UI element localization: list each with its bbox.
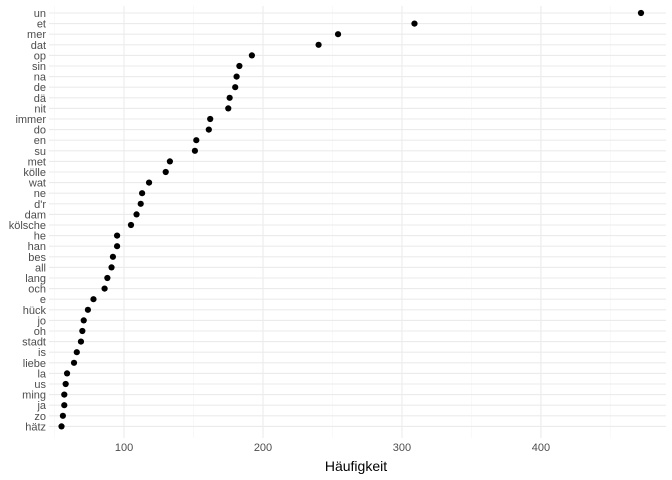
y-tick-label: en	[34, 135, 46, 147]
x-tick-label: 100	[115, 442, 133, 454]
x-axis-tick-labels: 100 200 300 400	[115, 442, 550, 454]
data-point-ja	[61, 402, 68, 409]
data-point-la	[63, 370, 71, 377]
y-tick-label: ming	[22, 390, 46, 402]
y-tick-label: mer	[27, 29, 46, 41]
data-point-lang	[104, 274, 111, 282]
y-tick-label: nit	[34, 103, 46, 115]
y-tick-label: hück	[23, 305, 47, 317]
y-tick-label: han	[28, 241, 46, 253]
x-axis-title: Häufigkeit	[325, 458, 387, 474]
y-tick-label: jo	[36, 315, 46, 327]
data-point-ming	[61, 391, 68, 398]
x-tick-label: 300	[393, 442, 411, 454]
y-tick-label: dat	[31, 40, 46, 52]
gridlines	[49, 6, 666, 438]
y-tick-label: do	[34, 125, 46, 137]
y-tick-label: liebe	[23, 358, 46, 370]
data-point-su	[191, 147, 199, 154]
data-point-ne	[139, 190, 146, 197]
data-point-he	[113, 232, 121, 239]
y-tick-label: dä	[34, 93, 47, 105]
y-tick-label: oh	[34, 326, 46, 338]
y-axis-tick-labels: unetmerdatopsinnadedänitimmerdoensumetkö…	[9, 8, 47, 433]
y-tick-label: su	[34, 146, 46, 158]
data-point-do	[205, 126, 212, 133]
data-point-na	[233, 73, 240, 80]
y-tick-label: la	[37, 368, 46, 380]
y-tick-label: e	[40, 294, 46, 306]
data-point-un	[637, 9, 645, 17]
data-point-immer	[207, 115, 214, 123]
data-point-met	[166, 158, 173, 165]
data-point-zo	[59, 412, 66, 419]
data-point-de	[232, 84, 239, 91]
y-tick-label: de	[34, 82, 46, 94]
data-point-sin	[236, 62, 243, 70]
y-tick-label: he	[34, 231, 46, 243]
data-point-e	[90, 296, 97, 303]
data-point-dä	[226, 94, 233, 101]
y-tick-label: kölsche	[9, 220, 46, 232]
y-tick-label: us	[34, 379, 46, 391]
data-point-dat	[315, 41, 322, 48]
data-point-et	[411, 20, 418, 27]
data-point-hück	[84, 306, 92, 313]
y-tick-label: ne	[34, 188, 46, 200]
data-point-op	[248, 52, 255, 59]
y-tick-label: na	[34, 72, 47, 84]
y-tick-label: och	[28, 284, 46, 296]
data-points	[58, 9, 645, 430]
y-tick-label: immer	[15, 114, 46, 126]
y-tick-label: lang	[25, 273, 46, 285]
y-tick-label: et	[37, 19, 46, 31]
y-tick-label: d'r	[34, 199, 46, 211]
data-point-jo	[80, 317, 87, 324]
y-tick-label: met	[28, 156, 46, 168]
y-tick-label: sin	[32, 61, 46, 73]
data-point-kölle	[162, 168, 169, 176]
data-point-nit	[225, 105, 232, 112]
y-tick-label: un	[34, 8, 46, 20]
y-tick-label: kölle	[23, 167, 46, 179]
y-tick-label: is	[38, 347, 46, 359]
data-point-dam	[133, 211, 140, 218]
y-tick-label: ja	[36, 400, 46, 412]
y-tick-label: hätz	[25, 421, 46, 433]
data-point-och	[101, 285, 108, 292]
data-point-us	[62, 380, 69, 388]
data-point-mer	[334, 31, 342, 38]
x-tick-label: 200	[254, 442, 272, 454]
y-tick-label: wat	[28, 178, 46, 190]
y-tick-label: bes	[28, 252, 46, 264]
data-point-han	[113, 243, 121, 250]
y-tick-label: all	[35, 262, 46, 274]
data-point-all	[108, 264, 115, 271]
data-point-kölsche	[127, 221, 135, 229]
data-point-hätz	[58, 423, 65, 430]
data-point-wat	[145, 179, 153, 186]
y-tick-label: op	[34, 50, 46, 62]
data-point-en	[193, 137, 200, 144]
data-point-oh	[79, 327, 86, 335]
data-point-d'r	[137, 200, 144, 207]
y-tick-label: dam	[25, 209, 46, 221]
data-point-stadt	[77, 338, 85, 345]
y-tick-label: stadt	[22, 337, 46, 349]
y-tick-label: zo	[34, 411, 46, 423]
x-tick-label: 400	[532, 442, 550, 454]
data-point-liebe	[70, 359, 78, 366]
data-point-is	[73, 349, 80, 356]
data-point-bes	[109, 253, 117, 260]
